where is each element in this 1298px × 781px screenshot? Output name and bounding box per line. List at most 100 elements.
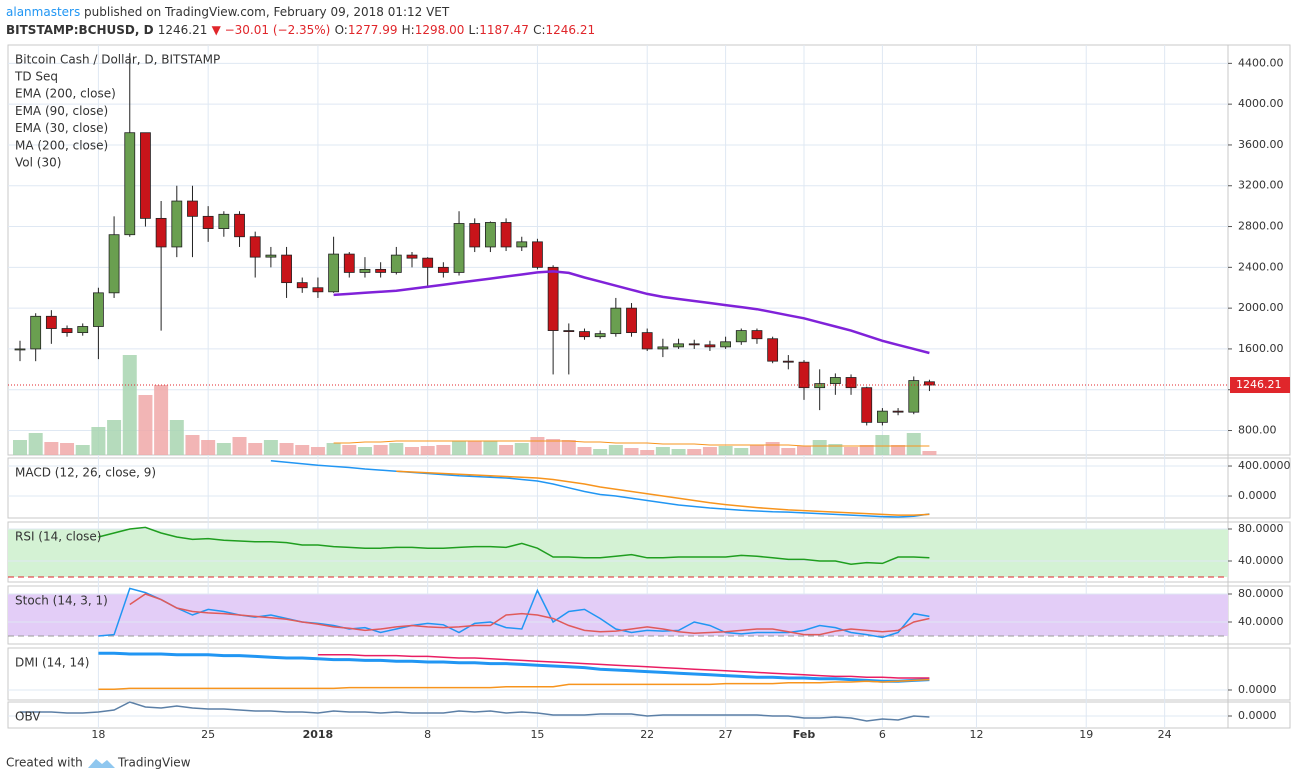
- candle-body: [845, 377, 857, 389]
- panel-title: Bitcoin Cash / Dollar, D, BITSTAMP: [15, 53, 220, 67]
- candle-body: [14, 348, 26, 351]
- candle-body: [155, 217, 167, 248]
- x-tick-label: 25: [201, 728, 215, 741]
- volume-bar: [483, 441, 498, 455]
- volume-bar: [624, 448, 639, 455]
- volume-bar: [342, 445, 357, 455]
- volume-bar: [922, 451, 937, 455]
- volume-bar: [797, 446, 811, 455]
- y-tick-label: 800.00: [1238, 424, 1277, 437]
- candle-body: [892, 410, 904, 413]
- panel: [7, 701, 1291, 729]
- volume-bar: [906, 433, 921, 455]
- volume-bar: [452, 441, 467, 455]
- volume-bar: [263, 440, 278, 455]
- volume-bar: [201, 440, 216, 455]
- volume-bar: [420, 446, 435, 455]
- volume-bar: [232, 437, 247, 455]
- candle-body: [343, 253, 355, 273]
- candle-body: [312, 287, 324, 293]
- indicator-line: [20, 701, 930, 722]
- candle-body: [735, 330, 747, 343]
- volume-bar: [122, 355, 137, 455]
- ohlc-value: 1277.99: [348, 23, 398, 37]
- legend-item: TD Seq: [14, 70, 58, 84]
- candle-body: [594, 333, 606, 338]
- indicator-line: [98, 526, 930, 565]
- volume-bar: [655, 447, 670, 455]
- legend-item: MA (200, close): [15, 138, 108, 152]
- candle-body: [234, 213, 245, 238]
- panel-title: OBV: [15, 710, 41, 724]
- candle-body: [328, 253, 340, 293]
- volume-ma-line: [333, 440, 930, 447]
- candle-body: [751, 330, 763, 340]
- volume-bar: [514, 443, 529, 455]
- volume-bar: [60, 443, 75, 455]
- panel: [7, 44, 1291, 456]
- candle-body: [547, 266, 559, 331]
- volume-bar: [295, 445, 310, 455]
- ohlc-key: H:: [402, 23, 415, 37]
- y-tick-label: 0.0000: [1238, 683, 1277, 696]
- published: published on TradingView.com, February 0…: [84, 5, 450, 19]
- volume-bar: [216, 443, 231, 455]
- x-tick-label: 22: [640, 728, 654, 741]
- ohlc-value: 1298.00: [415, 23, 465, 37]
- volume-bar: [169, 420, 184, 455]
- candle-body: [187, 200, 198, 217]
- candle-body: [108, 234, 120, 294]
- legend-item: EMA (30, close): [15, 121, 108, 135]
- volume-bar: [781, 448, 796, 455]
- candle-body: [218, 213, 230, 229]
- ohlc-key: L:: [469, 23, 480, 37]
- candle-body: [124, 132, 136, 236]
- x-tick-label: 27: [719, 728, 733, 741]
- candle-body: [657, 346, 669, 350]
- band-fill: [8, 529, 1228, 577]
- y-tick-label: 2400.00: [1238, 260, 1284, 273]
- y-tick-label: 80.0000: [1238, 522, 1284, 535]
- candle-body: [484, 222, 496, 248]
- x-tick-label: 18: [91, 728, 105, 741]
- y-tick-label: 2800.00: [1238, 220, 1284, 233]
- x-tick-label: 15: [530, 728, 544, 741]
- candle-body: [641, 332, 653, 350]
- candle-body: [406, 254, 418, 259]
- indicator-line: [396, 470, 930, 516]
- candle-body: [202, 215, 214, 229]
- candle-body: [688, 343, 700, 346]
- volume-bar: [561, 440, 576, 455]
- panel: [7, 457, 1291, 519]
- volume-bar: [749, 445, 764, 455]
- candle-body: [171, 200, 183, 248]
- volume-bar: [734, 448, 749, 455]
- candle-body: [281, 254, 292, 284]
- price: 1246.21: [158, 23, 208, 37]
- candle-body: [814, 383, 826, 389]
- volume-bar: [185, 435, 200, 455]
- volume-bar: [593, 449, 608, 455]
- volume-bar: [844, 447, 859, 455]
- volume-bar: [279, 443, 294, 455]
- author[interactable]: alanmasters: [6, 5, 80, 19]
- volume-bar: [718, 446, 733, 455]
- candle-body: [782, 360, 794, 363]
- volume-bar: [702, 447, 717, 455]
- x-tick-label: 6: [879, 728, 886, 741]
- y-tick-label: 40.0000: [1238, 615, 1284, 628]
- y-tick-label: 40.0000: [1238, 554, 1284, 567]
- volume-bar: [248, 443, 263, 455]
- volume-bar: [389, 443, 404, 455]
- candle-body: [610, 307, 622, 335]
- footer-brand[interactable]: TradingView: [117, 756, 191, 770]
- candle-body: [798, 361, 810, 389]
- y-tick-label: 1600.00: [1238, 342, 1284, 355]
- candle-body: [359, 268, 371, 273]
- candle-body: [532, 241, 543, 268]
- legend-item: EMA (200, close): [15, 87, 116, 101]
- candle-body: [908, 380, 920, 413]
- y-tick-label: 80.0000: [1238, 587, 1284, 600]
- candle-body: [563, 330, 575, 332]
